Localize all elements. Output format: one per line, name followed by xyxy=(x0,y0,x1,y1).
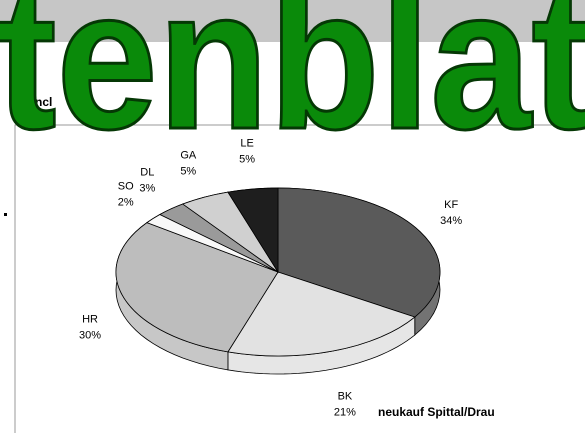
slice-label: DL xyxy=(140,167,154,179)
slice xyxy=(115,222,279,353)
slice-label: KF xyxy=(444,199,458,211)
caption: neukauf Spittal/Drau xyxy=(378,405,495,419)
slice-value-label: 34% xyxy=(440,215,462,227)
wordart: tenblat xyxy=(0,0,585,171)
slice-label: HR xyxy=(82,314,98,326)
slice xyxy=(227,187,279,274)
pie: KF 34% BK 21% HR 30% SO 2% DL 3% GA 5% LE 5% xyxy=(79,138,462,419)
slice-label: BK xyxy=(338,391,353,403)
top-band xyxy=(0,0,585,42)
dot xyxy=(4,213,7,216)
slice-value-label: 5% xyxy=(239,154,255,166)
slice-label: GA xyxy=(180,149,197,161)
slice-label: LE xyxy=(240,138,253,150)
slice-value-label: 30% xyxy=(79,330,101,342)
fragment: : xyxy=(180,95,184,109)
slice-label: SO xyxy=(118,180,134,192)
slice-value-label: 21% xyxy=(334,407,356,419)
slice-value-label: 3% xyxy=(139,183,155,195)
fragment: ncl xyxy=(35,95,52,109)
slice xyxy=(227,271,416,357)
slice-value-label: 5% xyxy=(180,165,196,177)
slice xyxy=(277,187,441,318)
slice-value-label: 2% xyxy=(118,196,134,208)
